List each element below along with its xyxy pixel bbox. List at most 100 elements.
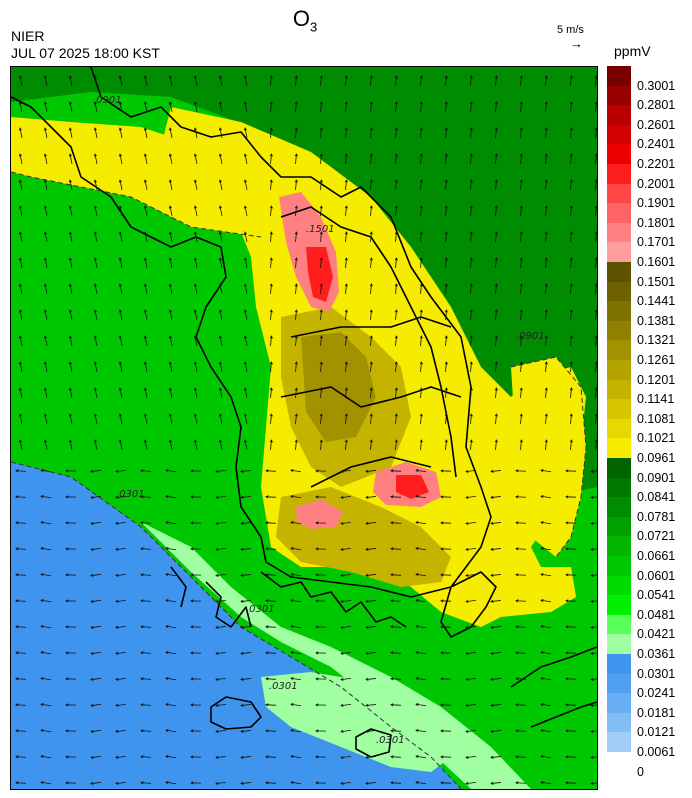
wind-vector [44, 206, 48, 216]
wind-vector-head [18, 257, 22, 261]
wind-vector-head [340, 469, 344, 473]
wind-vector [390, 756, 402, 758]
wind-vector [370, 231, 372, 243]
wind-vector-head [118, 283, 122, 287]
wind-vector [15, 756, 27, 758]
wind-vector [520, 101, 522, 113]
wind-vector [290, 729, 302, 733]
wind-vector-head [118, 361, 122, 365]
wind-vector [595, 387, 597, 399]
wind-vector [570, 179, 572, 191]
wind-vector [90, 729, 102, 733]
wind-vector-head [243, 127, 247, 131]
wind-vector-head [590, 599, 594, 603]
wind-vector [295, 205, 297, 217]
wind-vector-head [65, 703, 69, 707]
wind-vector [219, 362, 223, 372]
wind-vector [69, 362, 73, 372]
wind-vector-head [18, 439, 22, 443]
wind-vector [370, 179, 372, 191]
wind-vector [520, 439, 522, 451]
contour-layer [11, 171, 587, 789]
wind-vector-head [43, 75, 47, 79]
wind-vector [69, 232, 73, 242]
wind-vector [590, 522, 597, 525]
wind-vector [240, 704, 252, 706]
wind-vector-head [118, 335, 122, 339]
colorbar-swatch [607, 712, 631, 733]
wind-vector [590, 470, 597, 473]
wind-vector-head [65, 599, 69, 603]
wind-vector-head [469, 387, 473, 391]
wind-vector-head [469, 231, 473, 235]
colorbar-swatch [607, 242, 631, 263]
wind-vector-head [369, 75, 373, 79]
wind-vector [169, 440, 173, 450]
wind-vector-head [218, 75, 222, 79]
wind-vector [545, 283, 547, 295]
wind-vector [365, 522, 377, 524]
wind-vector [490, 548, 502, 550]
wind-vector [465, 547, 477, 551]
wind-vector-head [115, 547, 119, 551]
wind-vector [270, 309, 272, 321]
wind-vector [265, 704, 277, 706]
wind-vector-head [594, 361, 597, 365]
wind-vector-head [269, 413, 273, 417]
wind-vector [590, 678, 597, 681]
wind-vector-head [15, 599, 19, 603]
wind-vector [194, 310, 198, 320]
wind-vector-head [93, 127, 97, 131]
wind-vector [94, 414, 98, 424]
wind-vector-head [215, 625, 219, 629]
wind-vector [15, 548, 27, 550]
wind-vector [470, 387, 472, 399]
wind-vector [169, 336, 173, 346]
wind-vector [169, 362, 173, 372]
wind-vector-head [90, 781, 94, 785]
wind-vector [244, 102, 248, 112]
wind-vector-head [365, 781, 369, 785]
ozone-map[interactable]: .0901 .0901 .1501 .0301 .0301 .0301 .030… [10, 66, 598, 790]
wind-vector-head [440, 599, 444, 603]
wind-vector-head [369, 101, 373, 105]
wind-vector-head [519, 309, 523, 313]
wind-vector [340, 651, 352, 655]
wind-vector [590, 704, 597, 707]
wind-vector-head [90, 521, 94, 525]
wind-vector [19, 414, 23, 424]
wind-vector [470, 361, 472, 373]
wind-vector [94, 180, 98, 190]
wind-vector [219, 76, 223, 86]
wind-vector-head [218, 361, 222, 365]
wind-vector-head [419, 179, 423, 183]
wind-vector-head [569, 413, 573, 417]
wind-vector [144, 206, 148, 216]
wind-vector-head [315, 573, 319, 577]
wind-vector-head [390, 781, 394, 785]
wind-vector-head [240, 651, 244, 655]
wind-vector-head [319, 179, 323, 183]
wind-vector-head [168, 153, 172, 157]
wind-vector-head [419, 413, 423, 417]
wind-vector [270, 75, 272, 87]
wind-vector [44, 232, 48, 242]
wind-vector-head [168, 205, 172, 209]
wind-vector [495, 413, 497, 425]
wind-vector-head [265, 625, 269, 629]
wind-vector [119, 414, 123, 424]
wind-vector-head [319, 335, 323, 339]
wind-vector [515, 470, 527, 472]
wind-vector-head [394, 231, 398, 235]
wind-vector [540, 495, 552, 499]
wind-vector-head [565, 625, 569, 629]
wind-vector [240, 756, 252, 758]
wind-vector [194, 180, 198, 190]
wind-vector [215, 495, 227, 499]
wind-vector [365, 704, 377, 706]
wind-vector [495, 127, 497, 139]
wind-vector-head [544, 387, 548, 391]
wind-vector-head [118, 231, 122, 235]
wind-vector-head [140, 573, 144, 577]
wind-vector-head [140, 469, 144, 473]
